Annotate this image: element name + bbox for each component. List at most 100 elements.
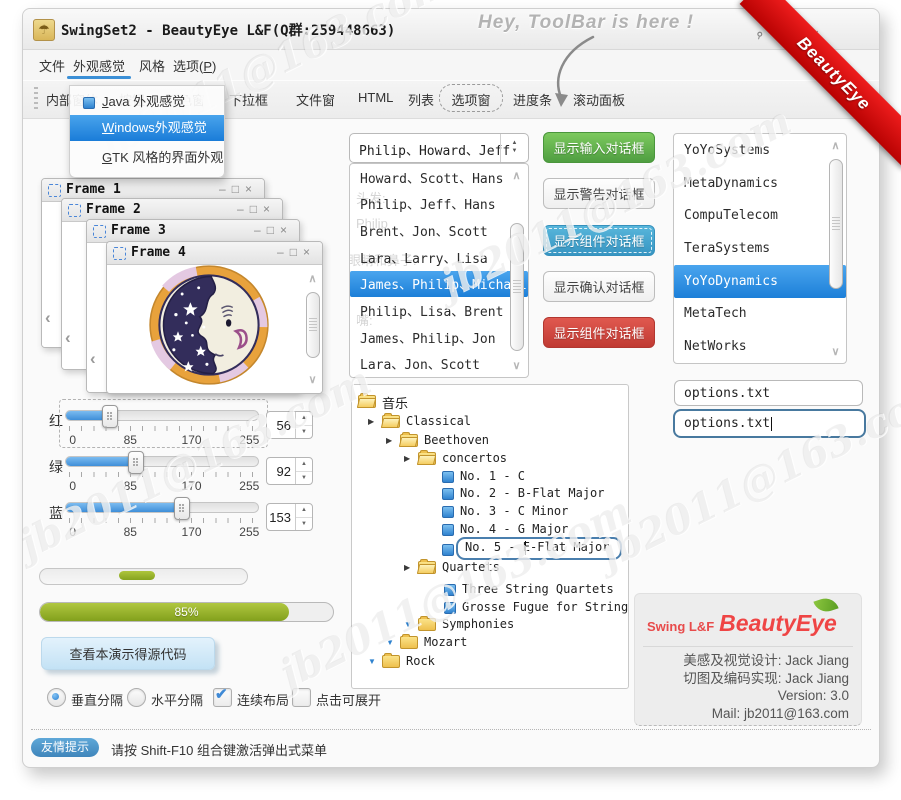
tree-node[interactable]: 音乐	[352, 393, 628, 411]
red-spinner[interactable]: 56 ▲ ▼	[266, 411, 313, 439]
spinner-buttons[interactable]: ▲ ▼	[295, 458, 312, 484]
tree-node[interactable]: No. 3 - C Minor	[352, 503, 628, 520]
tree-node[interactable]: ▶ concertos	[404, 450, 508, 465]
slider-thumb[interactable]	[128, 451, 144, 474]
tree-node[interactable]: ▶ Beethoven	[386, 432, 490, 447]
spinner-buttons[interactable]: ▲ ▼	[295, 504, 312, 530]
tree-node[interactable]: Three String Quartets	[352, 581, 628, 598]
tree-node[interactable]: No. 1 - C	[352, 468, 628, 485]
tree-node[interactable]: ▼ Mozart	[386, 634, 468, 649]
tree-node[interactable]: ▶ Quartets	[404, 559, 500, 574]
combobox-arrow-icon[interactable]: ▲ ▼	[500, 134, 528, 162]
scrollbar-thumb[interactable]	[306, 292, 320, 358]
continuous-layout-checkbox[interactable]: ✔	[213, 686, 232, 707]
list-item[interactable]: Brent、Jon、Scott	[360, 225, 488, 241]
frame-controls[interactable]: –□×	[254, 223, 293, 237]
expand-icon[interactable]: ▶	[404, 454, 411, 463]
title-bar[interactable]: ☂ SwingSet2 - BeautyEye L&F(Q群:259448663…	[23, 9, 879, 50]
vertical-split-label[interactable]: 垂直分隔	[71, 693, 124, 708]
frame-title-bar[interactable]: Frame 4 –□×	[107, 242, 322, 265]
scrollbar-thumb[interactable]	[510, 223, 524, 351]
list-scrollbar[interactable]: ∧ ∨	[509, 167, 524, 374]
list-item-selected[interactable]: James、Philip、Michael	[350, 270, 528, 298]
frame-controls[interactable]: –□×	[219, 182, 258, 196]
menu-item-windows-laf[interactable]: Windows外观感觉	[70, 115, 224, 141]
spinner-buttons[interactable]: ▲ ▼	[295, 412, 312, 438]
internal-frame-4[interactable]: Frame 4 –□×	[106, 241, 323, 394]
tool-optionpane[interactable]: 选项窗	[439, 84, 503, 112]
list-item[interactable]: TeraSystems	[684, 241, 771, 257]
tree-node[interactable]: ▼ Rock	[368, 653, 435, 668]
horizontal-split-radio[interactable]	[127, 688, 146, 707]
green-slider[interactable]	[65, 451, 259, 474]
menu-look-and-feel[interactable]: 外观感觉	[73, 59, 126, 74]
menu-item-gtk-laf[interactable]: GTK 风格的界面外观	[102, 150, 224, 165]
view-source-button[interactable]: 查看本演示得源代码	[41, 637, 215, 670]
tool-progressbar[interactable]: 进度条	[513, 93, 553, 108]
green-spinner[interactable]: 92 ▲ ▼	[266, 457, 313, 485]
one-touch-checkbox[interactable]	[292, 688, 311, 707]
frame-title-bar[interactable]: Frame 1 –□×	[42, 179, 264, 202]
tool-filechooser[interactable]: 文件窗	[296, 93, 336, 108]
toolbar-drag-handle[interactable]	[34, 87, 38, 111]
list-item[interactable]: CompuTelecom	[684, 208, 778, 224]
tool-scrollpane[interactable]: 滚动面板	[573, 93, 626, 108]
scroll-up-icon[interactable]: ∧	[831, 140, 840, 152]
options-text-field[interactable]: options.txt	[674, 380, 863, 406]
list-item[interactable]: Philip、Jeff、Hans	[360, 198, 496, 214]
tree-node-editing[interactable]: No. 5 - E-Flat Major	[352, 537, 628, 560]
search-icon[interactable]: ⌕	[752, 25, 767, 42]
menu-item-java-laf[interactable]: Java 外观感觉	[70, 89, 224, 115]
collapse-icon[interactable]: ▼	[368, 657, 376, 666]
show-warning-dialog-button[interactable]: 显示警告对话框	[543, 178, 655, 209]
tree-edit-box[interactable]: No. 5 - E-Flat Major	[456, 537, 622, 560]
expand-icon[interactable]: ▶	[404, 563, 411, 572]
tool-html[interactable]: HTML	[358, 90, 394, 105]
names-combobox[interactable]: Philip、Howard、Jeff ▲ ▼	[349, 133, 529, 163]
list-item[interactable]: NetWorks	[684, 339, 747, 355]
red-slider[interactable]	[65, 405, 259, 428]
one-touch-label[interactable]: 点击可展开	[316, 693, 382, 708]
list-item[interactable]: MetaDynamics	[684, 175, 778, 191]
continuous-layout-label[interactable]: 连续布局	[237, 693, 290, 708]
list-item[interactable]: Lara、Larry、Lisa	[360, 251, 488, 267]
tree-node[interactable]: No. 4 - G Major	[352, 521, 628, 538]
slider-thumb[interactable]	[102, 405, 118, 428]
scroll-down-icon[interactable]: ∨	[831, 346, 840, 358]
list-item-selected[interactable]: YoYoDynamics	[674, 264, 846, 298]
scroll-up-icon[interactable]: ∧	[512, 170, 521, 182]
scroll-down-icon[interactable]: ∨	[512, 360, 521, 372]
scroll-left-icon[interactable]: ‹	[65, 328, 71, 347]
scroll-left-icon[interactable]: ‹	[90, 349, 96, 368]
scrollbar-thumb[interactable]	[829, 159, 843, 289]
list-item[interactable]: Lara、Jon、Scott	[360, 358, 480, 374]
slider-thumb[interactable]	[174, 497, 190, 520]
vertical-split-radio[interactable]	[47, 688, 66, 707]
scroll-down-icon[interactable]: ∨	[308, 374, 317, 386]
tree-node[interactable]: ▼ Symphonies	[404, 616, 515, 631]
frame-controls[interactable]: –□×	[277, 245, 316, 259]
show-input-dialog-button[interactable]: 显示输入对话框	[543, 132, 655, 163]
expand-icon[interactable]: ▶	[368, 417, 375, 426]
show-confirm-dialog-button[interactable]: 显示确认对话框	[543, 271, 655, 302]
options-text-field-focused[interactable]: options.txt	[673, 409, 866, 438]
menu-file[interactable]: 文件	[39, 59, 66, 74]
collapse-icon[interactable]: ▼	[404, 620, 412, 629]
blue-spinner[interactable]: 153 ▲ ▼	[266, 503, 313, 531]
tool-list[interactable]: 列表	[408, 93, 435, 108]
tree-node[interactable]: ▶ Classical	[368, 413, 472, 428]
tool-combobox[interactable]: 下拉框	[229, 93, 269, 108]
list-item[interactable]: Howard、Scott、Hans	[360, 171, 504, 187]
menu-options[interactable]: 选项(P)	[173, 59, 217, 74]
list-item[interactable]: MetaTech	[684, 306, 747, 322]
list-item[interactable]: James、Philip、Jon	[360, 331, 496, 347]
list-item[interactable]: Philip、Lisa、Brent	[360, 304, 504, 320]
show-component-dialog-button[interactable]: 显示组件对话框	[543, 225, 655, 256]
tree-node[interactable]: Grosse Fugue for String	[352, 599, 628, 616]
tree-node[interactable]: No. 2 - B-Flat Major	[352, 485, 628, 502]
show-component-dialog-button-2[interactable]: 显示组件对话框	[543, 317, 655, 348]
frame-scrollbar[interactable]: ∧ ∨	[305, 268, 320, 390]
collapse-icon[interactable]: ▼	[386, 638, 394, 647]
list-item[interactable]: YoYoSystems	[684, 142, 771, 158]
frame-title-bar[interactable]: Frame 3 –□×	[87, 220, 299, 243]
